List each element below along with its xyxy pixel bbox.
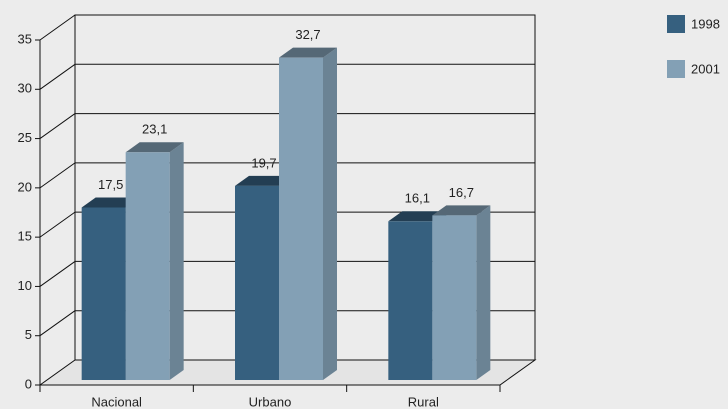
bar-top [388,211,447,222]
bar-side [169,142,184,380]
y-tick-label: 25 [18,130,32,145]
legend-swatch [667,15,685,33]
x-tick-label: Nacional [91,394,142,409]
y-tick-label: 35 [18,31,32,46]
bar-side [323,47,337,381]
bar-top [81,197,140,208]
y-tick-label: 20 [18,179,32,194]
x-tick-label: Rural [408,394,439,409]
grid-line [39,113,76,139]
y-tick-label: 5 [25,327,32,342]
bar-top [235,175,293,186]
grid-line [39,14,76,41]
grid-line [39,261,76,287]
bar-top [125,142,184,153]
bar-side [476,205,491,380]
x-tick-label: Urbano [249,394,292,409]
grid-line [39,63,76,90]
y-tick-label: 30 [18,81,32,96]
value-label: 17,5 [98,177,123,192]
grid-line [39,310,76,337]
value-label: 32,7 [295,27,320,42]
bar [235,185,279,380]
bar [432,215,477,380]
bar [279,57,323,381]
grid-line [39,211,76,238]
legend-label: 1998 [691,16,720,31]
y-tick-label: 10 [18,278,32,293]
bar-top [432,205,491,216]
value-label: 16,1 [405,191,430,206]
y-tick-label: 0 [25,376,32,391]
bar-top [279,47,337,58]
bar [81,207,126,380]
y-tick-label: 15 [18,229,32,244]
value-label: 16,7 [449,185,474,200]
legend-label: 2001 [691,61,720,76]
bar [388,221,433,380]
grid-line [39,162,76,189]
value-label: 19,7 [251,155,276,170]
value-label: 23,1 [142,122,167,137]
bar [125,152,170,380]
legend-swatch [667,60,685,78]
